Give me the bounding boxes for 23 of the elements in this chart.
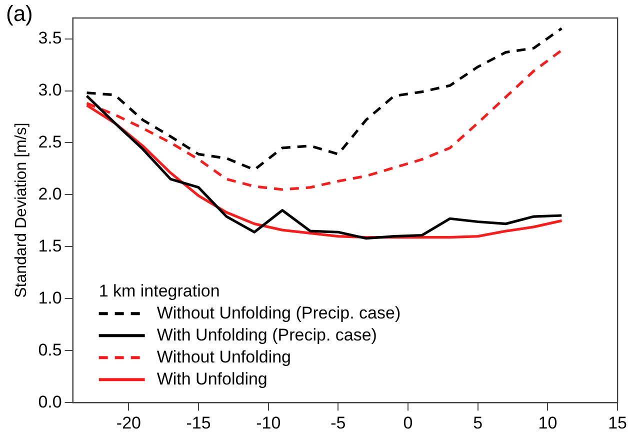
- legend-label: Without Unfolding: [156, 347, 292, 366]
- y-axis-title: Standard Deviation [m/s]: [13, 122, 30, 298]
- legend-label: Without Unfolding (Precip. case): [156, 303, 401, 322]
- y-tick-label: 2.0: [38, 184, 62, 204]
- x-tick-label: -20: [116, 413, 141, 432]
- x-tick-label: -15: [186, 413, 211, 432]
- y-tick-label: 2.5: [38, 132, 62, 152]
- y-tick-label: 1.0: [38, 288, 62, 308]
- x-tick-label: 0: [403, 413, 413, 432]
- x-tick-label: -10: [256, 413, 281, 432]
- legend-label: With Unfolding (Precip. case): [156, 325, 377, 344]
- y-tick-label: 3.0: [38, 80, 62, 100]
- y-tick-label: 1.5: [38, 236, 62, 256]
- x-tick-label: 5: [473, 413, 483, 432]
- legend-title: 1 km integration: [98, 281, 220, 300]
- x-tick-label: 10: [538, 413, 558, 432]
- x-tick-label: 15: [608, 413, 628, 432]
- legend-label: With Unfolding: [156, 369, 268, 388]
- y-tick-label: 0.5: [38, 340, 62, 360]
- x-tick-label: -5: [330, 413, 346, 432]
- y-tick-label: 0.0: [38, 392, 62, 412]
- text: (a): [6, 1, 33, 26]
- y-tick-label: 3.5: [38, 28, 62, 48]
